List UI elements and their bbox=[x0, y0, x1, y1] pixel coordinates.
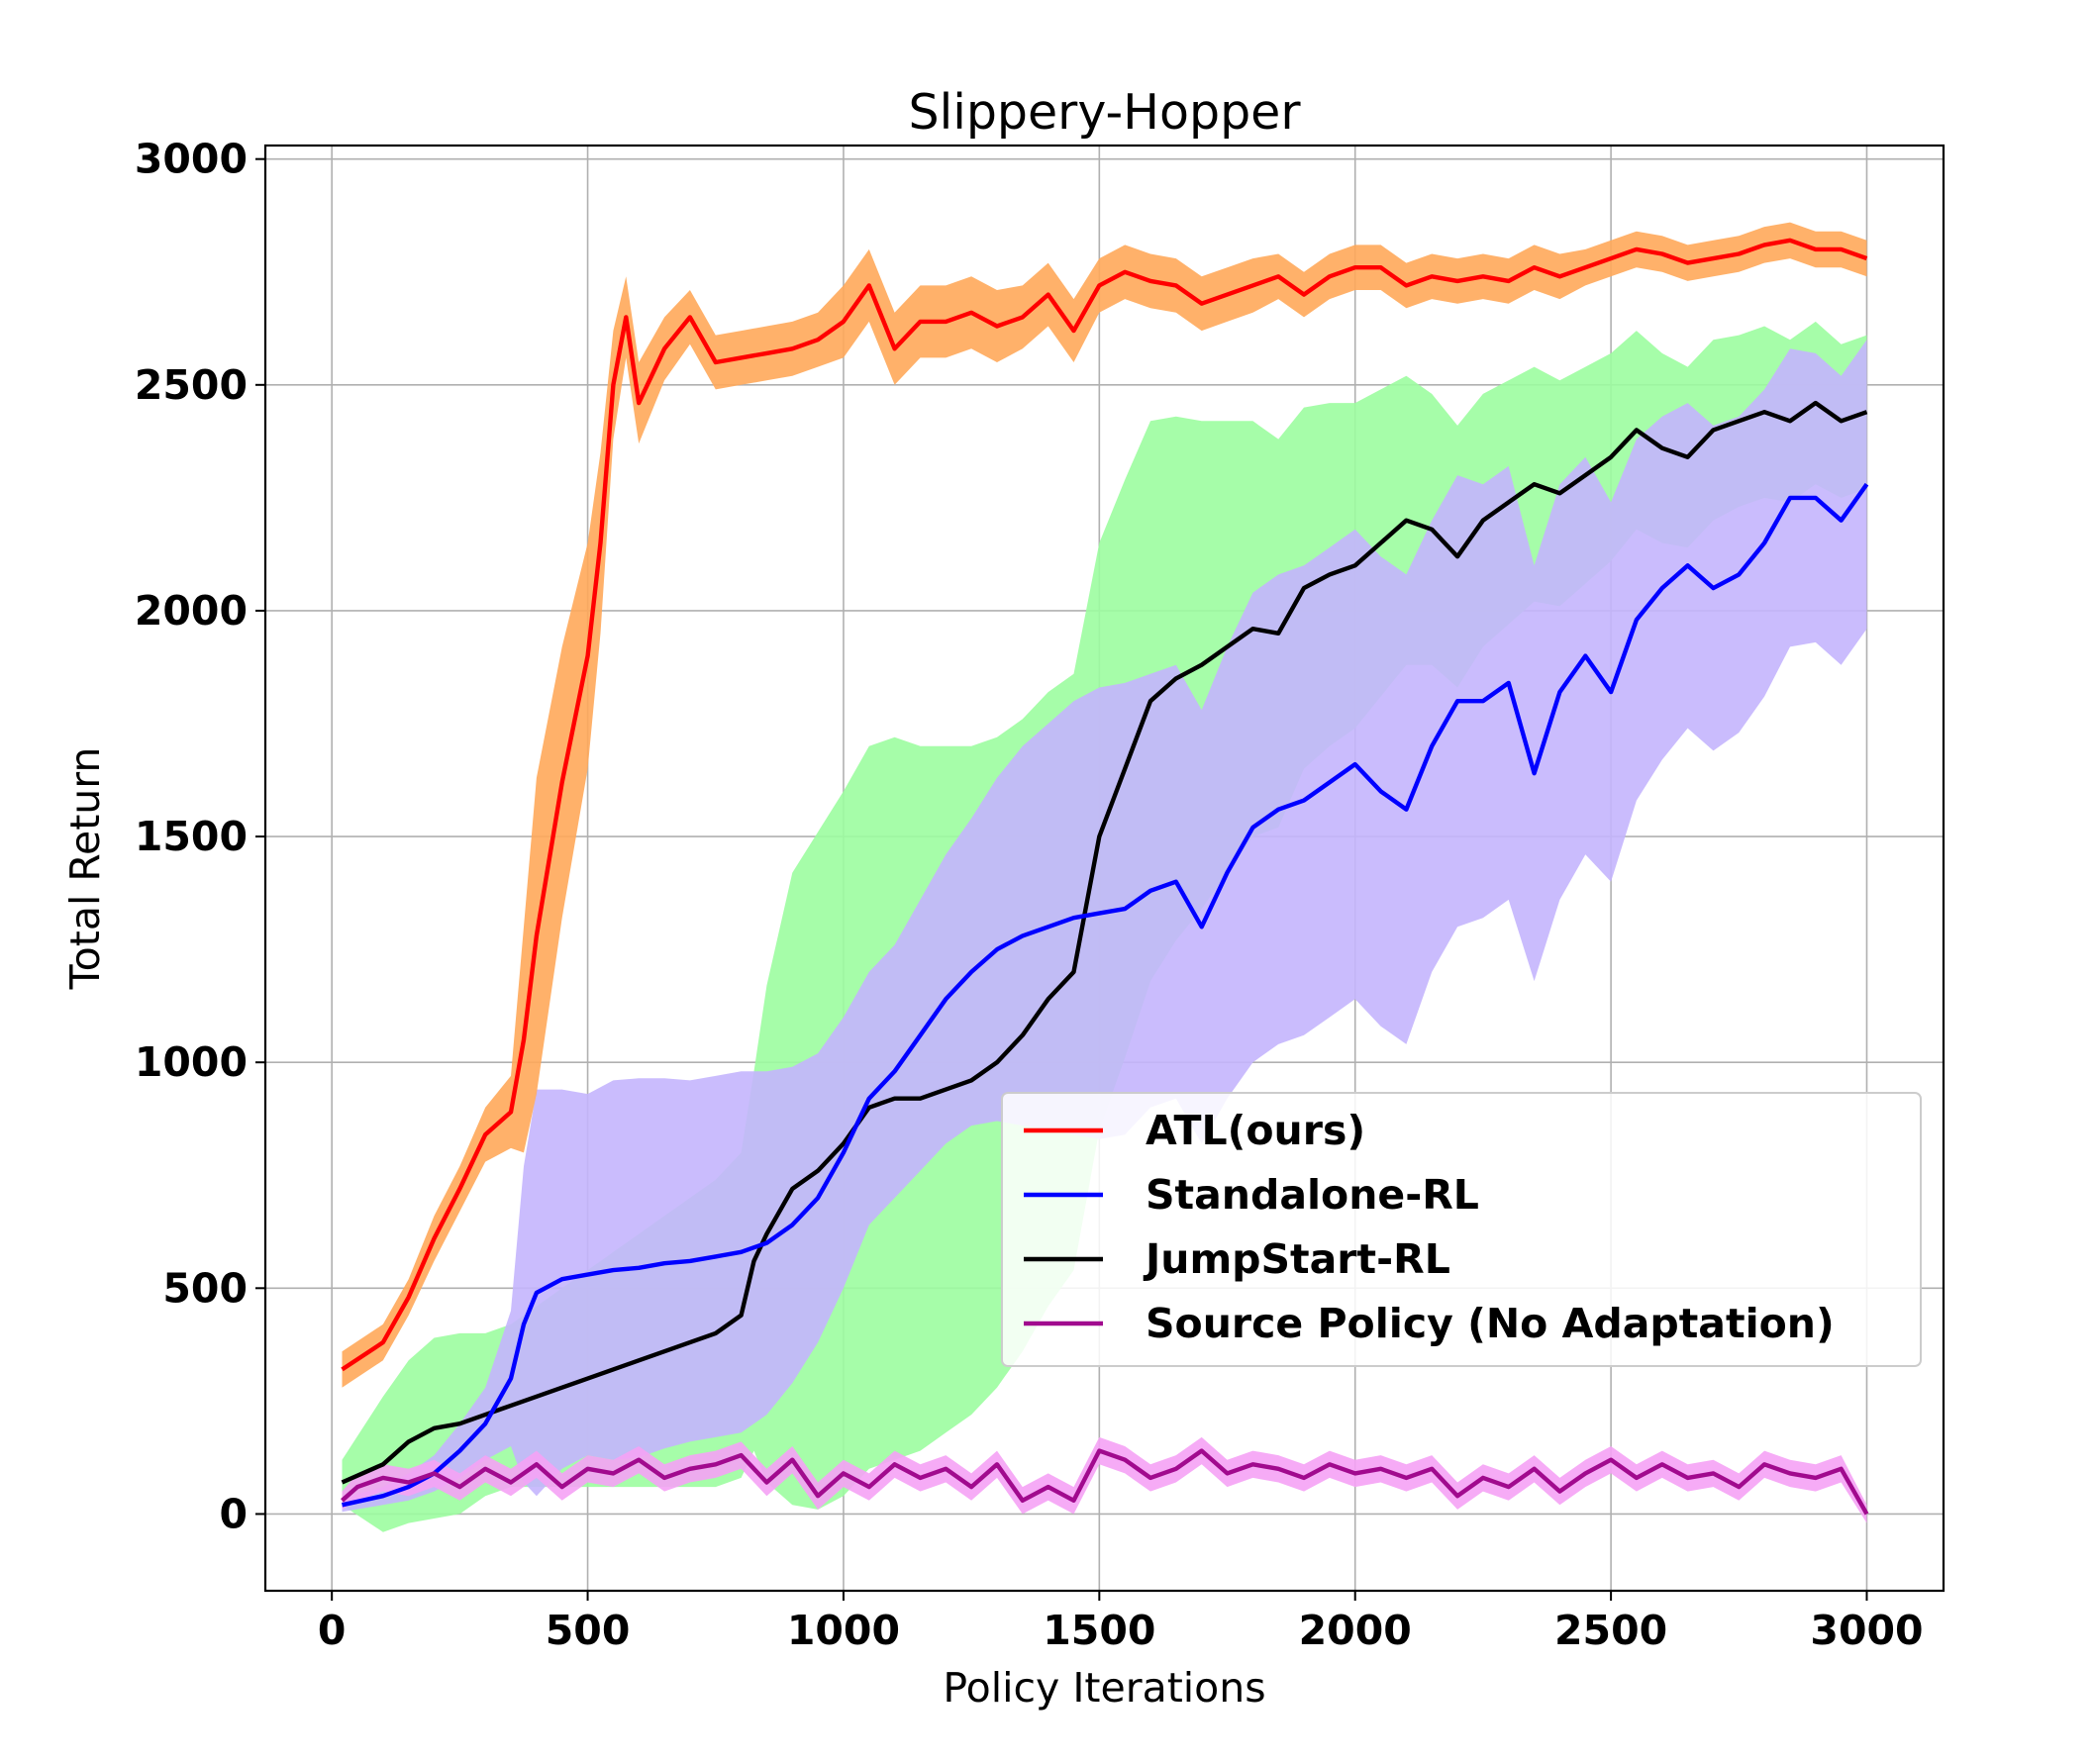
series-lines bbox=[341, 238, 1869, 1516]
series-line-3 bbox=[341, 1448, 1869, 1516]
series-line-0 bbox=[341, 238, 1868, 1372]
y-tick-label: 1500 bbox=[135, 813, 248, 860]
plot-frame bbox=[263, 144, 1945, 1593]
x-tick-label: 3000 bbox=[1810, 1607, 1923, 1654]
x-tick-label: 0 bbox=[318, 1607, 347, 1654]
y-axis-label: Total Return bbox=[61, 747, 109, 991]
confidence-bands bbox=[342, 222, 1867, 1532]
x-tick-label: 2500 bbox=[1554, 1607, 1667, 1654]
y-tick-label: 1000 bbox=[135, 1038, 248, 1086]
legend: ATL(ours) Standalone-RL JumpStart-RL Source… bbox=[1001, 1092, 1922, 1367]
x-axis-label: Policy Iterations bbox=[943, 1664, 1265, 1712]
legend-label-0: ATL(ours) bbox=[1146, 1107, 1365, 1154]
x-tick-label: 500 bbox=[546, 1607, 631, 1654]
y-tick-label: 2500 bbox=[135, 361, 248, 409]
x-tick-label: 1000 bbox=[787, 1607, 900, 1654]
chart-title: Slippery-Hopper bbox=[909, 84, 1302, 141]
series-line-1 bbox=[342, 482, 1869, 1508]
legend-box bbox=[1001, 1092, 1922, 1367]
axis-ticks: 0 500 1000 1500 2000 2500 3000 0 500 1000 1500 2000… bbox=[135, 136, 1924, 1654]
series-line-2 bbox=[341, 400, 1868, 1485]
x-tick-label: 1500 bbox=[1043, 1607, 1155, 1654]
y-tick-label: 3000 bbox=[135, 136, 248, 183]
y-tick-label: 500 bbox=[162, 1264, 248, 1312]
series-band-1 bbox=[342, 340, 1867, 1513]
legend-label-2: JumpStart-RL bbox=[1143, 1235, 1450, 1283]
legend-label-1: Standalone-RL bbox=[1146, 1171, 1479, 1219]
legend-label-3: Source Policy (No Adaptation) bbox=[1146, 1300, 1835, 1347]
y-tick-label: 0 bbox=[219, 1490, 248, 1537]
y-tick-label: 2000 bbox=[135, 587, 248, 635]
x-tick-label: 2000 bbox=[1299, 1607, 1412, 1654]
series-band-3 bbox=[342, 1436, 1867, 1523]
